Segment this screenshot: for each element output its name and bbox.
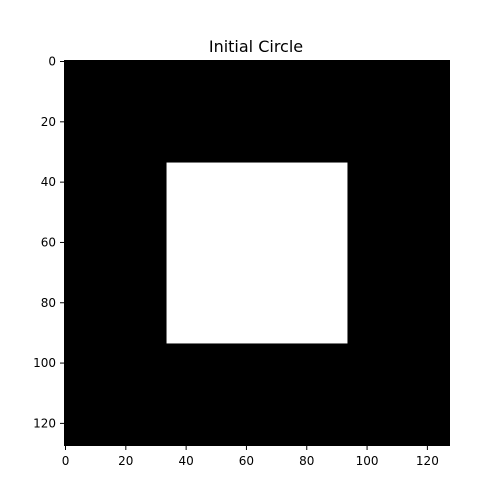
y-tick-label: 20	[41, 115, 56, 129]
y-tick-label: 80	[41, 296, 56, 310]
x-tick-label: 40	[178, 454, 193, 468]
x-axis: 0 20 40 60 80 100 120	[62, 446, 439, 468]
y-tick-label: 100	[33, 356, 56, 370]
x-tick-label: 20	[118, 454, 133, 468]
y-tick-label: 40	[41, 175, 56, 189]
x-tick-label: 60	[239, 454, 254, 468]
plot-area	[64, 60, 450, 446]
x-tick-label: 120	[416, 454, 439, 468]
x-tick-label: 0	[62, 454, 70, 468]
y-tick-label: 0	[48, 55, 56, 69]
y-axis: 0 20 40 60 80 100 120	[33, 55, 64, 430]
chart-title: Initial Circle	[209, 37, 303, 56]
y-tick-label: 60	[41, 235, 56, 249]
y-tick-label: 120	[33, 416, 56, 430]
x-tick-label: 100	[356, 454, 379, 468]
heatmap-region-0	[166, 162, 348, 344]
x-tick-label: 80	[299, 454, 314, 468]
